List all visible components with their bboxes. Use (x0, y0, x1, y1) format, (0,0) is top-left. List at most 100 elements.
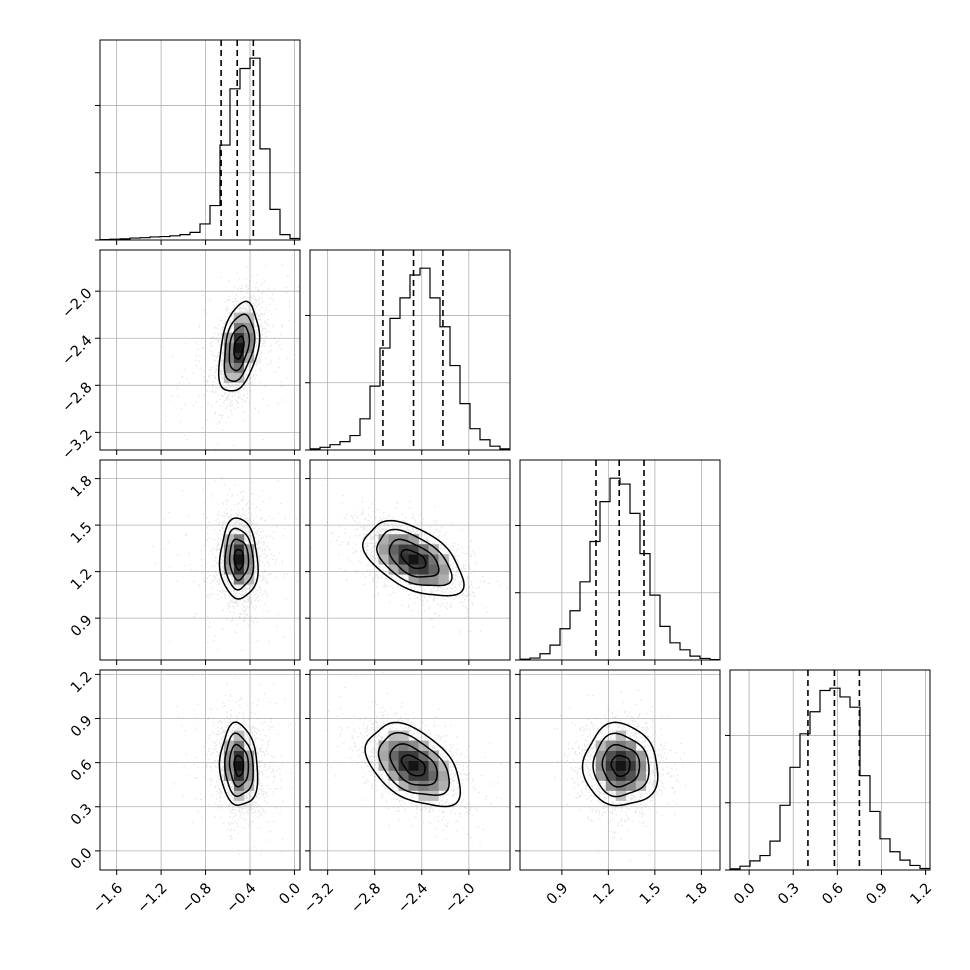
density-cell (233, 574, 245, 585)
histogram-step (310, 267, 510, 450)
density-cell (438, 770, 449, 781)
joint-panel-0-2: 0.9 1.2 1.5 1.8 (68, 459, 301, 665)
density-cell (438, 574, 449, 585)
density-cell (388, 770, 399, 781)
y-tick-label: 1.2 (68, 669, 96, 697)
density-cell (428, 780, 439, 791)
contour-line (610, 754, 631, 778)
x-tick-label: 1.5 (637, 880, 665, 908)
density-cell (408, 544, 419, 555)
x-tick-label: 0.9 (863, 880, 891, 908)
x-tick-label: 0.0 (731, 880, 759, 908)
density-cell (223, 534, 235, 545)
density-cell (605, 750, 617, 761)
joint-panel-0-3: 0.0 0.3 0.6 0.9 1.2 −1.6 −1.2 −0.8 −0.4 0.0 (68, 669, 304, 917)
density-cell (408, 780, 419, 791)
density-cell (223, 564, 235, 575)
density-cell (418, 760, 429, 771)
density-cell (635, 760, 647, 771)
x-tick-label: −2.8 (348, 880, 384, 916)
contour-line (376, 528, 453, 587)
x-tick-label: −2.4 (395, 880, 431, 916)
density-cell (438, 564, 449, 575)
x-tick-label: 0.9 (544, 880, 572, 908)
contour-line (361, 519, 465, 597)
density-cell (233, 730, 245, 741)
density-cell (223, 740, 235, 751)
density-cell (378, 740, 389, 751)
density-cell (635, 750, 647, 761)
x-tick-label: 0.3 (775, 880, 803, 908)
density-cell (243, 352, 255, 363)
density-cell (408, 554, 419, 565)
density-cell (388, 564, 399, 575)
density-cell (223, 362, 235, 373)
density-cell (243, 322, 255, 333)
density-cell (438, 780, 449, 791)
density-cell (625, 760, 637, 771)
density-cell (233, 312, 245, 323)
density-cell (378, 534, 389, 545)
density-cell (408, 750, 419, 761)
density-cell (625, 780, 637, 791)
x-tick-label: −2.0 (442, 880, 478, 916)
density-cell (595, 770, 607, 781)
y-tick-label: 0.0 (68, 845, 96, 873)
density-cell (243, 780, 255, 791)
panel-frame (309, 249, 511, 451)
contour-line (389, 743, 438, 786)
density-cell (388, 534, 399, 545)
density-cell (408, 564, 419, 575)
density-cell (398, 564, 409, 575)
panel-frame (99, 669, 301, 871)
y-tick-label: −2.4 (59, 333, 95, 369)
density-cell (418, 554, 429, 565)
density-cell (595, 760, 607, 771)
density-cell (243, 770, 255, 781)
contour-line (233, 754, 245, 778)
contour-line (592, 732, 650, 798)
contour-line (377, 731, 450, 796)
contour-line (388, 538, 440, 578)
density-cell (428, 574, 439, 585)
contour-line (581, 721, 659, 807)
density-cell (418, 750, 429, 761)
contour-line (228, 324, 251, 372)
y-tick-label: −2.8 (59, 380, 95, 416)
density-cell (388, 740, 399, 751)
density-cell (418, 740, 429, 751)
density-cell (605, 770, 617, 781)
scatter-points (162, 250, 299, 450)
x-tick-label: 0.0 (276, 880, 304, 908)
y-tick-label: 0.3 (68, 801, 96, 829)
contour-line (228, 743, 250, 788)
density-cell (615, 780, 627, 791)
density-cell (378, 554, 389, 565)
density-cell (615, 760, 627, 771)
panel-frame (99, 39, 301, 241)
density-cell (233, 760, 245, 771)
density-cell (418, 770, 429, 781)
density-cell (378, 760, 389, 771)
density-cell (625, 770, 637, 781)
density-cell (233, 780, 245, 791)
density-cell (243, 574, 255, 585)
density-cell (388, 554, 399, 565)
density-cell (398, 544, 409, 555)
density-cell (223, 770, 235, 781)
density-cell (428, 750, 439, 761)
contour-line (233, 548, 245, 571)
density-cell (398, 740, 409, 751)
marginal-panel-0 (95, 39, 301, 245)
density-cell (438, 760, 449, 771)
density-cell (398, 780, 409, 791)
density-cell (233, 342, 245, 353)
density-cell (418, 790, 429, 801)
y-tick-label: 0.6 (68, 757, 96, 785)
density-cell (418, 564, 429, 575)
density-cell (428, 544, 439, 555)
joint-panel-1-2 (305, 459, 511, 665)
density-cell (223, 544, 235, 555)
contour-line (217, 300, 261, 392)
